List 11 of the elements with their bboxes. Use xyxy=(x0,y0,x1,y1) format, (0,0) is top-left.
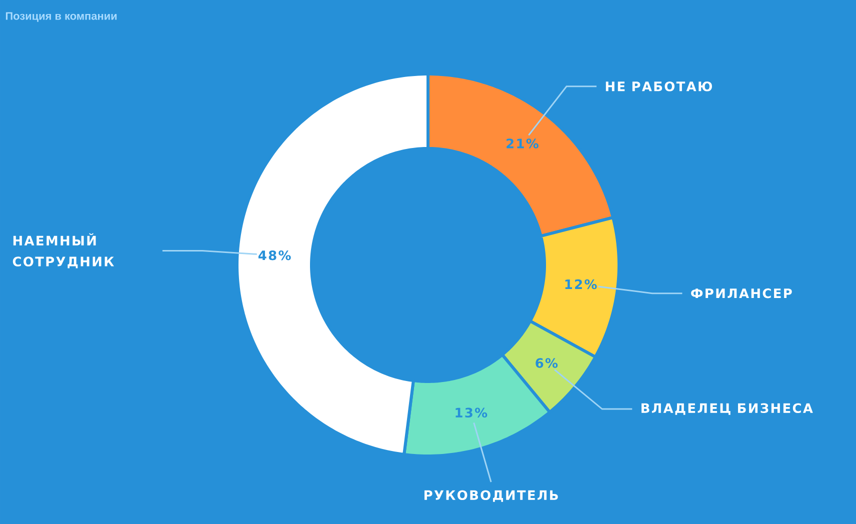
slice-label: НЕ РАБОТАЮ xyxy=(606,82,712,92)
data-label: 21% xyxy=(506,138,538,148)
slice-label: НАЕМНЫЙ СОТРУДНИК xyxy=(12,233,114,268)
data-label: 12% xyxy=(565,279,597,290)
data-label: 48% xyxy=(258,250,291,260)
data-label: 6% xyxy=(536,358,558,368)
slice-label: РУКОВОДИТЕЛЬ xyxy=(424,490,558,502)
data-label: 13% xyxy=(456,408,488,418)
slice-label: ВЛАДЕЛЕЦ БИЗНЕСА xyxy=(642,403,813,415)
slice-label: ФРИЛАНСЕР xyxy=(691,288,792,298)
chart-title: Позиция в компании xyxy=(6,12,117,22)
